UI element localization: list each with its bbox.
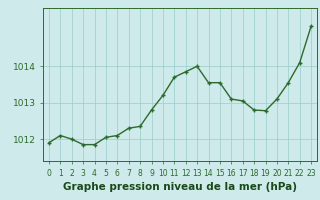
X-axis label: Graphe pression niveau de la mer (hPa): Graphe pression niveau de la mer (hPa) (63, 182, 297, 192)
